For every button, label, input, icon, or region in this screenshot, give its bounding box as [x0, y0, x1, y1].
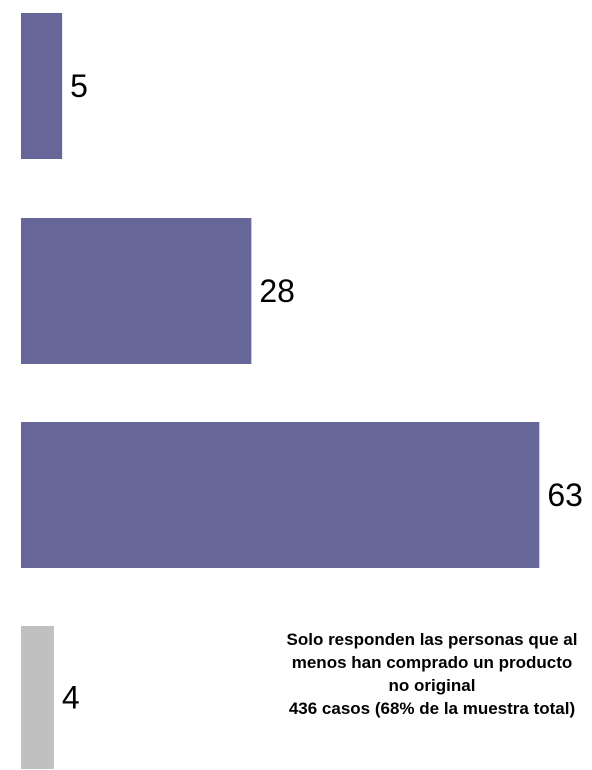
bar-value-label-2: 28 — [259, 273, 295, 309]
bar-value-label-4: 4 — [62, 680, 80, 716]
bar-value-label-3: 63 — [547, 477, 583, 513]
bar-2 — [21, 218, 252, 364]
footnote-line-2: menos han comprado un producto — [291, 653, 573, 672]
bar-value-label-1: 5 — [70, 68, 88, 104]
footnote-line-3: no original — [388, 676, 476, 695]
footnote-line-4: 436 casos (68% de la muestra total) — [288, 699, 576, 718]
bar-1 — [21, 13, 63, 159]
bar-3 — [21, 422, 540, 568]
bar-4 — [21, 626, 54, 769]
footnote-line-1: Solo responden las personas que al — [286, 630, 578, 649]
footnote: Solo responden las personas que al menos… — [182, 628, 592, 720]
